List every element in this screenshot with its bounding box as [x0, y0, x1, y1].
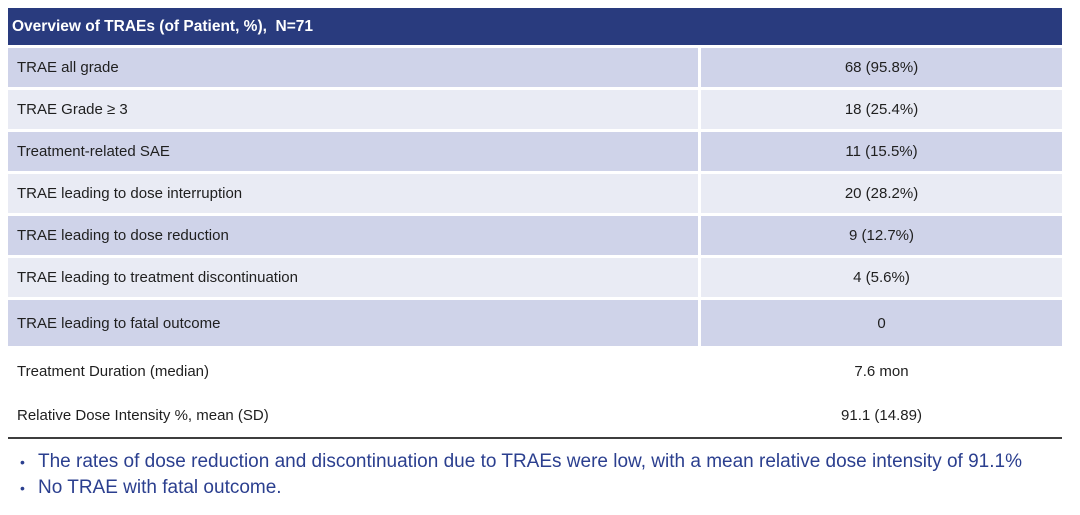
- row-value: 18 (25.4%): [701, 90, 1062, 129]
- row-label: TRAE leading to treatment discontinuatio…: [8, 258, 698, 297]
- bullet-item: • No TRAE with fatal outcome.: [8, 475, 1062, 501]
- row-label: TRAE leading to fatal outcome: [8, 300, 698, 346]
- row-value: 91.1 (14.89): [841, 406, 922, 424]
- row-value: 11 (15.5%): [701, 132, 1062, 171]
- bullet-text: The rates of dose reduction and disconti…: [38, 451, 1022, 472]
- bullet-dot: •: [20, 480, 25, 496]
- row-label: TRAE all grade: [8, 48, 698, 87]
- table-row: TRAE leading to dose interruption 20 (28…: [8, 174, 1062, 213]
- row-label: TRAE leading to dose interruption: [8, 174, 698, 213]
- row-value: 4 (5.6%): [701, 258, 1062, 297]
- table-row: TRAE leading to fatal outcome 0: [8, 300, 1062, 346]
- row-value: 7.6 mon: [854, 362, 909, 380]
- row-value: 9 (12.7%): [701, 216, 1062, 255]
- row-value: 0: [701, 300, 1062, 346]
- summary-bullet-list: • The rates of dose reduction and discon…: [8, 449, 1062, 501]
- table-row: TRAE Grade ≥ 3 18 (25.4%): [8, 90, 1062, 129]
- table-header: Overview of TRAEs (of Patient, %), N=71: [8, 8, 1062, 45]
- bullet-item: • The rates of dose reduction and discon…: [8, 449, 1062, 475]
- table-row: Treatment-related SAE 11 (15.5%): [8, 132, 1062, 171]
- bullet-text: No TRAE with fatal outcome.: [38, 477, 282, 498]
- row-label: Treatment-related SAE: [8, 132, 698, 171]
- row-label: Relative Dose Intensity %, mean (SD): [17, 406, 269, 424]
- row-label: TRAE leading to dose reduction: [8, 216, 698, 255]
- table-row: TRAE leading to dose reduction 9 (12.7%): [8, 216, 1062, 255]
- table-row: Treatment Duration (median) 7.6 mon: [8, 349, 1062, 393]
- row-value: 68 (95.8%): [701, 48, 1062, 87]
- row-label: TRAE Grade ≥ 3: [8, 90, 698, 129]
- table-row: TRAE leading to treatment discontinuatio…: [8, 258, 1062, 297]
- row-label: Treatment Duration (median): [17, 362, 210, 380]
- table-title: Overview of TRAEs (of Patient, %), N=71: [12, 17, 314, 35]
- trae-overview-table: Overview of TRAEs (of Patient, %), N=71 …: [8, 8, 1062, 437]
- table-row: TRAE all grade 68 (95.8%): [8, 48, 1062, 87]
- bullet-dot: •: [20, 454, 25, 470]
- table-row: Relative Dose Intensity %, mean (SD) 91.…: [8, 393, 1062, 437]
- divider-line: [8, 437, 1062, 439]
- row-value: 20 (28.2%): [701, 174, 1062, 213]
